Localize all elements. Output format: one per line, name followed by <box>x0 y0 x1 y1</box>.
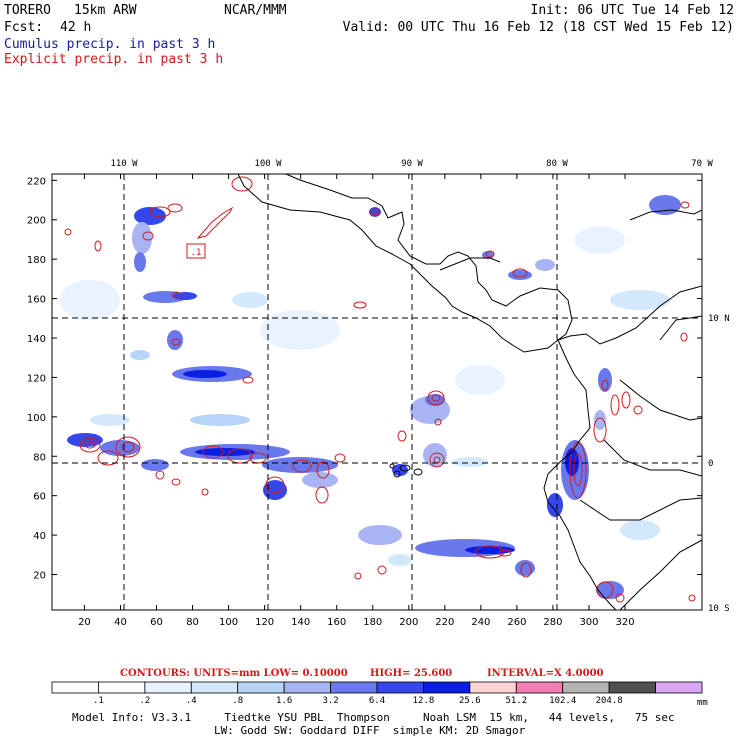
colorbar-label: 51.2 <box>505 696 527 706</box>
x-tick-label: 320 <box>615 617 634 628</box>
y-tick-label: 80 <box>33 452 46 463</box>
y-tick-label: 40 <box>33 531 46 542</box>
forecast-label: Fcst: <box>4 20 44 35</box>
y-tick-label: 100 <box>27 413 46 424</box>
y-axis-ticks: 20 40 60 80 100 120 140 160 180 200 220 <box>27 176 702 582</box>
contour-label-value: .1 <box>191 248 202 258</box>
x-tick-label: 60 <box>150 617 163 628</box>
colorbar-segment <box>51 681 99 694</box>
x-tick-label: 20 <box>78 617 91 628</box>
contour-high: HIGH= 25.600 <box>370 668 452 679</box>
x-tick-label: 280 <box>543 617 562 628</box>
colorbar-segment <box>144 681 192 694</box>
latitude-label: 0 <box>708 459 713 469</box>
colorbar-segment <box>98 681 146 694</box>
colorbar-segment <box>237 681 285 694</box>
init-time: Init: 06 UTC Tue 14 Feb 12 <box>530 3 735 18</box>
longitude-label: 80 W <box>546 159 568 169</box>
colorbar-label: .1 <box>93 696 104 706</box>
x-tick-label: 140 <box>291 617 310 628</box>
x-tick-label: 80 <box>186 617 199 628</box>
colorbar-segment <box>515 681 564 694</box>
explicit-precip-contours <box>64 176 696 603</box>
contour-interval: INTERVAL=X 4.0000 <box>487 668 604 679</box>
x-tick-label: 100 <box>219 617 238 628</box>
explicit-precip-label: Explicit precip. in past 3 h <box>4 52 224 67</box>
model-info-line1: Model Info: V3.3.1 Tiedtke YSU PBL Thomp… <box>72 711 675 724</box>
latitude-labels: 10 N 0 10 S <box>708 314 730 614</box>
latitude-label: 10 S <box>708 604 730 614</box>
y-tick-label: 160 <box>27 295 46 306</box>
y-tick-label: 180 <box>27 255 46 266</box>
latlon-grid <box>52 174 702 610</box>
latitude-label: 10 N <box>708 314 730 324</box>
y-tick-label: 140 <box>27 334 46 345</box>
y-tick-label: 120 <box>27 373 46 384</box>
organization: NCAR/MMM <box>224 3 287 18</box>
model-info-line2: LW: Godd SW: Goddard DIFF simple KM: 2D … <box>214 724 526 737</box>
colorbar-label: .8 <box>232 696 243 706</box>
colorbar-segment <box>562 681 610 694</box>
colorbar-segment <box>608 681 656 694</box>
contour-units: CONTOURS: UNITS=mm LOW= 0.10000 <box>120 668 348 679</box>
longitude-label: 90 W <box>401 159 423 169</box>
colorbar-label: 102.4 <box>549 696 576 706</box>
colorbar-label: 25.6 <box>459 696 481 706</box>
colorbar-label: 1.6 <box>276 696 292 706</box>
colorbar-label: 6.4 <box>369 696 385 706</box>
longitude-label: 100 W <box>254 159 282 169</box>
x-tick-label: 160 <box>327 617 346 628</box>
colorbar-label: .2 <box>139 696 150 706</box>
cumulus-precip-label: Cumulus precip. in past 3 h <box>4 37 216 52</box>
x-tick-label: 200 <box>399 617 418 628</box>
x-tick-label: 40 <box>114 617 127 628</box>
colorbar-segment <box>655 681 703 694</box>
colorbar-label: 204.8 <box>596 696 623 706</box>
colorbar-segment <box>423 681 471 694</box>
colorbar-segment <box>469 681 517 694</box>
x-tick-label: 180 <box>363 617 382 628</box>
model-resolution: 15km ARW <box>74 3 137 18</box>
colorbar-segment <box>283 681 331 694</box>
x-tick-label: 120 <box>255 617 274 628</box>
colorbar-segment <box>330 681 378 694</box>
colorbar-label: 3.2 <box>322 696 338 706</box>
x-tick-label: 240 <box>471 617 490 628</box>
cumulus-precip-areas <box>60 195 681 599</box>
colorbar-segment <box>376 681 424 694</box>
valid-time: Valid: 00 UTC Thu 16 Feb 12 (18 CST Wed … <box>342 20 734 35</box>
x-axis-ticks: 20 40 60 80 100 120 140 160 180 200 220 240 260 280 30… <box>78 174 635 628</box>
x-tick-label: 260 <box>507 617 526 628</box>
x-tick-label: 300 <box>579 617 598 628</box>
contour-label-box <box>186 243 206 259</box>
colorbar-label: 12.8 <box>413 696 435 706</box>
y-tick-label: 20 <box>33 571 46 582</box>
colorbar: .1 .2 .4 .8 1.6 3.2 6.4 12.8 25.6 51.2 102.4 204.8 <box>51 681 703 706</box>
y-tick-label: 200 <box>27 216 46 227</box>
colorbar-segment <box>190 681 239 694</box>
longitude-labels: 110 W 100 W 90 W 80 W 70 W <box>110 159 713 169</box>
x-tick-label: 220 <box>435 617 454 628</box>
colorbar-label: .4 <box>186 696 197 706</box>
model-name: TORERO <box>4 3 51 18</box>
longitude-label: 70 W <box>691 159 713 169</box>
forecast-hour: 42 h <box>60 20 92 35</box>
y-tick-label: 60 <box>33 492 46 503</box>
coastlines <box>237 174 702 610</box>
colorbar-unit: mm <box>697 698 708 708</box>
y-tick-label: 220 <box>27 176 46 187</box>
longitude-label: 110 W <box>110 159 138 169</box>
